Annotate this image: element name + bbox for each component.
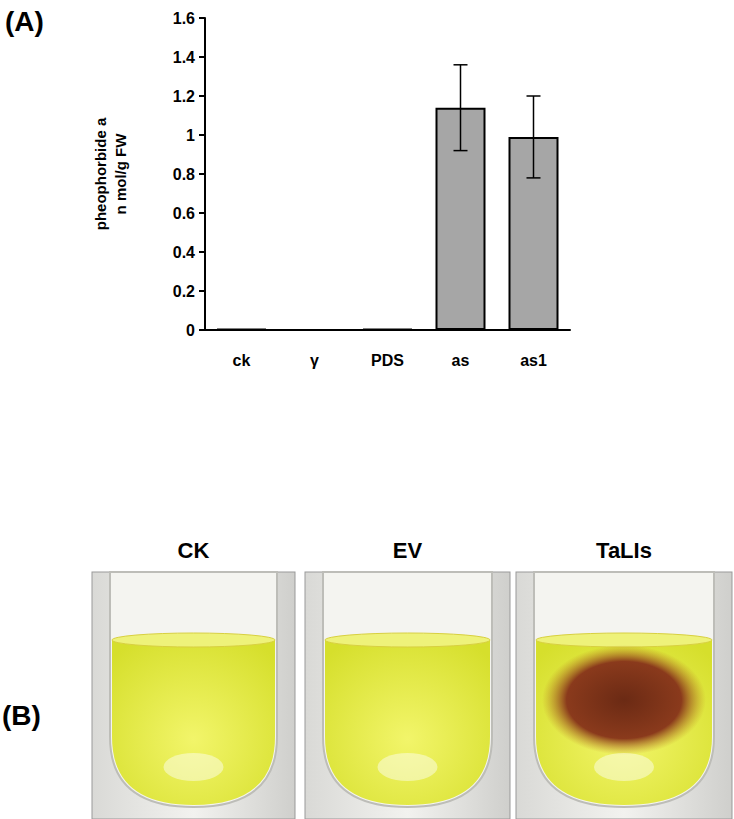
svg-text:ck: ck xyxy=(233,352,251,369)
svg-text:1: 1 xyxy=(186,127,195,144)
svg-text:as: as xyxy=(452,352,470,369)
svg-text:TaLIs: TaLIs xyxy=(596,538,652,563)
svg-text:0: 0 xyxy=(186,322,195,339)
svg-text:PDS: PDS xyxy=(371,352,404,369)
svg-text:0.6: 0.6 xyxy=(173,205,195,222)
svg-text:EV: EV xyxy=(393,538,423,563)
svg-text:n mol/g FW: n mol/g FW xyxy=(112,133,129,215)
svg-text:CK: CK xyxy=(178,538,210,563)
svg-text:1.6: 1.6 xyxy=(173,10,195,27)
svg-text:1.2: 1.2 xyxy=(173,88,195,105)
svg-text:(B): (B) xyxy=(2,700,41,731)
svg-text:0.8: 0.8 xyxy=(173,166,195,183)
svg-text:(A): (A) xyxy=(5,6,44,37)
svg-text:0.4: 0.4 xyxy=(173,244,195,261)
svg-text:as1: as1 xyxy=(520,352,547,369)
svg-text:pheophorbide a: pheophorbide a xyxy=(92,117,109,230)
svg-text:1.4: 1.4 xyxy=(173,49,195,66)
svg-text:0.2: 0.2 xyxy=(173,283,195,300)
svg-text:γ: γ xyxy=(310,352,319,369)
